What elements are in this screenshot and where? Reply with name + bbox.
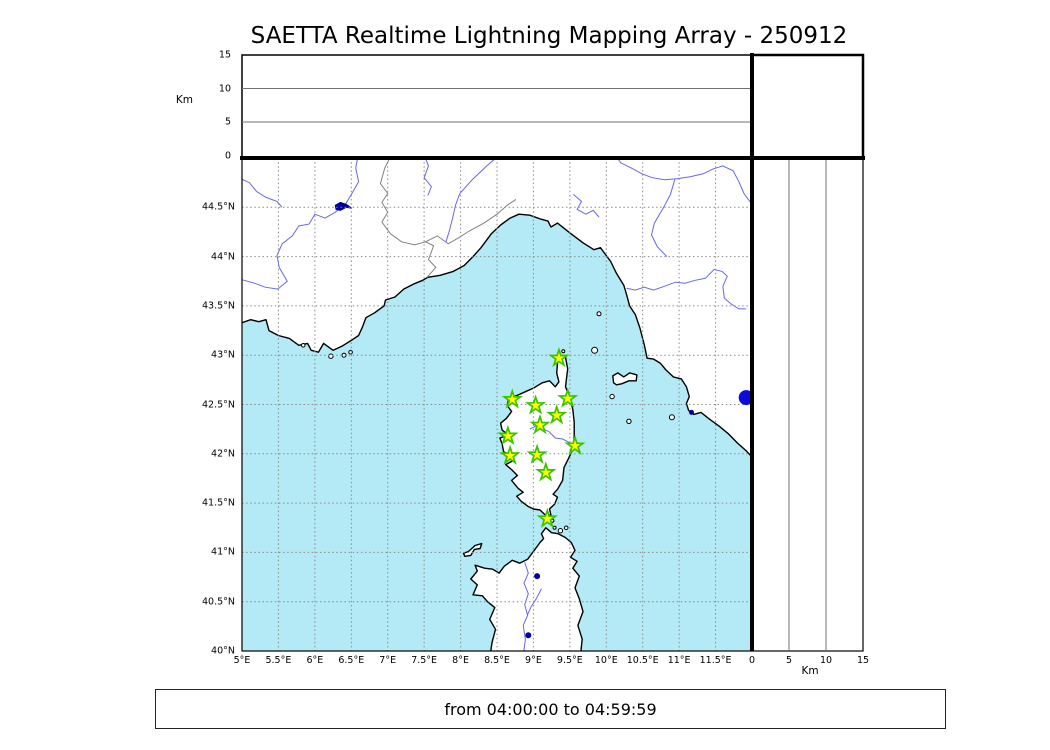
station-marker: [557, 387, 579, 408]
lon-tick-label: 5.5°E: [265, 655, 292, 666]
lon-tick-label: 10°E: [594, 655, 618, 666]
lat-tick-label: 43°N: [211, 349, 235, 361]
lat-tick-label: 42°N: [211, 448, 235, 460]
river: [616, 158, 752, 205]
altitude-axis-title: Km: [801, 665, 819, 677]
figure-title: SAETTA Realtime Lightning Mapping Array …: [250, 23, 848, 49]
station-marker: [524, 394, 547, 415]
islet: [552, 525, 557, 530]
islet: [668, 414, 675, 421]
river: [527, 588, 542, 615]
altitude-histogram-panel: [750, 53, 865, 160]
islet: [328, 353, 334, 359]
altitude-tick-label: 5: [224, 116, 231, 128]
islet: [626, 418, 632, 424]
lat-tick-label: 40.5°N: [201, 595, 235, 607]
country-border: [379, 158, 437, 278]
altitude-tick-label: 0: [224, 149, 231, 161]
station-marker: [526, 443, 548, 464]
river: [650, 179, 676, 257]
altitude-latitude-panel: [751, 157, 864, 652]
lon-tick-label: 5°E: [233, 655, 251, 666]
time-range-box: from 04:00:00 to 04:59:59: [155, 689, 946, 729]
lat-tick-label: 43.5°N: [201, 300, 235, 312]
river: [242, 178, 283, 208]
lon-tick-label: 11.5°E: [699, 655, 732, 666]
altitude-axis-title: Km: [175, 93, 193, 106]
lon-tick-label: 7°E: [379, 655, 397, 666]
lon-tick-label: 10.5°E: [626, 655, 659, 666]
altitude-km-tick-label: 5: [785, 655, 793, 666]
islet: [348, 349, 353, 355]
river: [573, 194, 600, 218]
map-area: [242, 158, 752, 651]
station-marker: [548, 347, 570, 368]
lon-tick-label: 7.5°E: [411, 655, 438, 666]
islet: [563, 525, 569, 531]
islet: [557, 528, 564, 534]
islet: [591, 346, 599, 354]
lon-tick-label: 9°E: [525, 655, 542, 666]
lake: [525, 632, 532, 639]
lake: [534, 573, 541, 580]
lat-tick-label: 42.5°N: [201, 398, 235, 410]
lon-tick-label: 6°E: [306, 655, 324, 666]
coastline: [612, 372, 638, 386]
islet: [561, 349, 566, 354]
altitude-km-tick-label: 0: [748, 655, 756, 666]
lat-tick-label: 44°N: [211, 250, 235, 262]
coastline: [462, 542, 483, 557]
station-marker: [536, 507, 558, 529]
lon-tick-label: 11°E: [667, 655, 691, 666]
lon-tick-label: 6.5°E: [338, 655, 365, 666]
islet: [596, 311, 602, 317]
river: [626, 268, 747, 310]
altitude-km-tick-label: 15: [856, 655, 870, 666]
altitude-km-tick-label: 10: [819, 655, 833, 666]
station-marker: [497, 424, 519, 446]
station-marker: [564, 434, 586, 456]
islet: [609, 393, 615, 400]
time-range-text: from 04:00:00 to 04:59:59: [444, 699, 657, 719]
lon-tick-label: 8.5°E: [484, 655, 510, 666]
lat-tick-label: 44.5°N: [201, 201, 235, 213]
lake: [689, 409, 694, 415]
river: [445, 158, 497, 242]
station-marker: [546, 404, 568, 425]
altitude-longitude-panel: [241, 54, 753, 159]
station-marker: [529, 414, 551, 435]
lon-tick-label: 9.5°E: [556, 655, 583, 666]
islet: [300, 343, 306, 348]
altitude-tick-label: 15: [218, 49, 231, 61]
river: [522, 562, 529, 651]
station-marker: [499, 444, 521, 465]
lat-tick-label: 40°N: [211, 645, 235, 657]
river: [242, 158, 360, 290]
station-marker: [535, 461, 557, 482]
lat-tick-label: 41.5°N: [201, 497, 235, 509]
lightning-source-dot: [738, 390, 752, 406]
lat-tick-label: 41°N: [211, 546, 235, 558]
station-marker: [501, 388, 523, 409]
altitude-tick-label: 10: [218, 82, 231, 94]
river: [423, 158, 432, 196]
lon-tick-label: 8°E: [452, 655, 469, 666]
country-border: [425, 198, 517, 245]
